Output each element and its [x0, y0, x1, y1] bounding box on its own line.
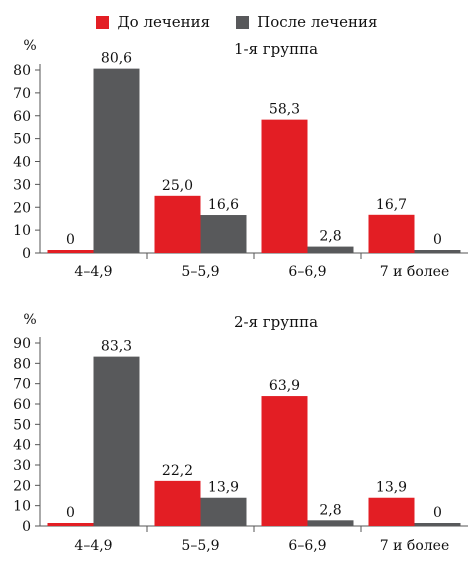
x-category-label: 7 и более: [380, 264, 449, 280]
bar-value-label: 0: [433, 505, 442, 521]
y-axis-unit-label: %: [23, 312, 36, 328]
y-tick-label: 20: [13, 200, 31, 216]
bar-value-label: 2,8: [319, 229, 341, 245]
legend-label-after: После лечения: [257, 13, 378, 31]
bar-value-label: 0: [433, 232, 442, 248]
bar-before: [47, 523, 94, 526]
x-category-label: 6–6,9: [288, 538, 326, 554]
legend-swatch-after: [236, 15, 250, 29]
y-tick-label: 60: [13, 397, 31, 413]
x-category-label: 4–4,9: [74, 264, 112, 280]
bar-value-label: 80,6: [101, 51, 132, 67]
bar-value-label: 0: [66, 505, 75, 521]
bar-value-label: 2,8: [319, 502, 341, 518]
bar-after: [414, 523, 461, 526]
y-tick-label: 0: [22, 519, 31, 535]
bar-after: [414, 250, 461, 253]
bar-value-label: 16,6: [208, 197, 239, 213]
y-tick-label: 70: [13, 377, 31, 393]
bar-before: [47, 250, 94, 253]
x-category-label: 4–4,9: [74, 538, 112, 554]
bar-value-label: 16,7: [376, 197, 407, 213]
bar-after: [93, 356, 140, 526]
bar-before: [154, 480, 201, 526]
bar-after: [200, 215, 247, 253]
legend-label-before: До лечения: [117, 13, 211, 31]
bar-before: [368, 214, 415, 253]
y-axis-unit-label: %: [23, 38, 36, 54]
x-category-label: 5–5,9: [181, 264, 219, 280]
legend-item-before: До лечения: [96, 13, 210, 31]
bar-before: [154, 195, 201, 253]
bar-after: [307, 246, 354, 253]
y-tick-label: 20: [13, 478, 31, 494]
y-tick-label: 90: [13, 336, 31, 352]
bar-value-label: 0: [66, 232, 75, 248]
y-tick-label: 80: [13, 63, 31, 79]
chart-title: 1-я группа: [234, 40, 318, 58]
legend-item-after: После лечения: [236, 13, 378, 31]
bar-after: [200, 497, 247, 526]
y-tick-label: 60: [13, 109, 31, 125]
y-tick-label: 0: [22, 246, 31, 262]
y-tick-label: 70: [13, 86, 31, 102]
x-category-label: 5–5,9: [181, 538, 219, 554]
bar-value-label: 58,3: [269, 102, 300, 118]
bar-before: [261, 119, 308, 253]
bar-value-label: 13,9: [208, 480, 239, 496]
bar-value-label: 13,9: [376, 480, 407, 496]
bar-value-label: 63,9: [269, 378, 300, 394]
y-tick-label: 10: [13, 499, 31, 515]
y-tick-label: 40: [13, 155, 31, 171]
chart-legend: До лечения После лечения: [0, 12, 474, 32]
y-tick-label: 30: [13, 177, 31, 193]
y-tick-label: 30: [13, 458, 31, 474]
x-category-label: 7 и более: [380, 538, 449, 554]
bar-after: [307, 520, 354, 526]
y-tick-label: 40: [13, 438, 31, 454]
bar-after: [93, 68, 140, 253]
chart-title: 2-я группа: [234, 313, 318, 331]
bar-before: [261, 396, 308, 526]
bar-value-label: 22,2: [162, 463, 193, 479]
x-category-label: 6–6,9: [288, 264, 326, 280]
y-tick-label: 50: [13, 132, 31, 148]
y-tick-label: 10: [13, 223, 31, 239]
bar-value-label: 25,0: [162, 178, 193, 194]
bar-value-label: 83,3: [101, 339, 132, 355]
bar-before: [368, 497, 415, 526]
legend-swatch-before: [96, 15, 110, 29]
y-tick-label: 50: [13, 417, 31, 433]
y-tick-label: 80: [13, 356, 31, 372]
